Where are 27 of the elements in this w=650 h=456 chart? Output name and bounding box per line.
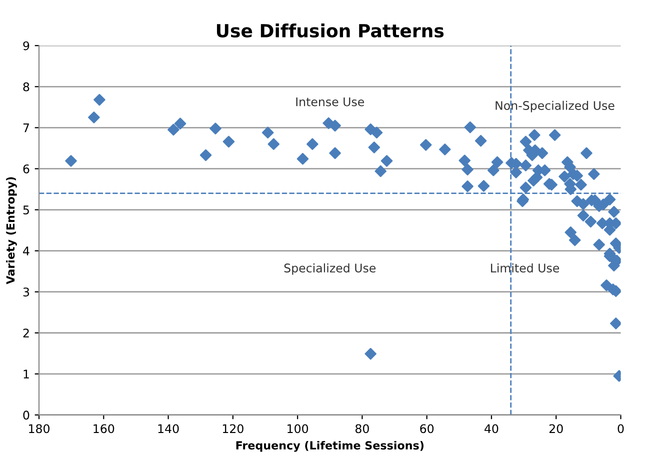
- y-tick-label: 8: [23, 82, 30, 92]
- x-tick-label: 80: [355, 424, 369, 434]
- chart-title: Use Diffusion Patterns: [216, 24, 444, 38]
- y-tick-label: 2: [23, 328, 29, 338]
- y-tick-label: 9: [23, 41, 30, 50]
- y-tick-label: 7: [23, 124, 29, 132]
- x-tick-label: 140: [158, 424, 179, 434]
- y-tick-label: 1: [24, 370, 29, 378]
- x-tick-label: 100: [288, 424, 308, 434]
- x-tick-label: 40: [484, 424, 498, 434]
- annotation: Limited Use: [491, 263, 560, 272]
- y-tick-label: 4: [23, 246, 30, 256]
- y-tick-label: 5: [23, 206, 29, 214]
- annotation: Non-Specialized Use: [496, 100, 614, 112]
- x-tick-label: 60: [420, 424, 434, 434]
- x-tick-label: 0: [618, 424, 624, 434]
- annotation: Specialized Use: [284, 263, 376, 275]
- y-axis-title: Variety (Entropy): [6, 177, 17, 284]
- annotation: Intense Use: [296, 98, 364, 106]
- x-axis-title: Frequency (Lifetime Sessions): [236, 440, 424, 452]
- x-tick-label: 160: [94, 424, 114, 434]
- y-tick-label: 3: [23, 288, 30, 296]
- x-tick-label: 20: [549, 424, 563, 434]
- x-tick-label: 120: [222, 424, 244, 434]
- y-tick-label: 0: [23, 410, 30, 420]
- y-tick-label: 6: [23, 164, 30, 174]
- x-tick-label: 180: [29, 424, 50, 434]
